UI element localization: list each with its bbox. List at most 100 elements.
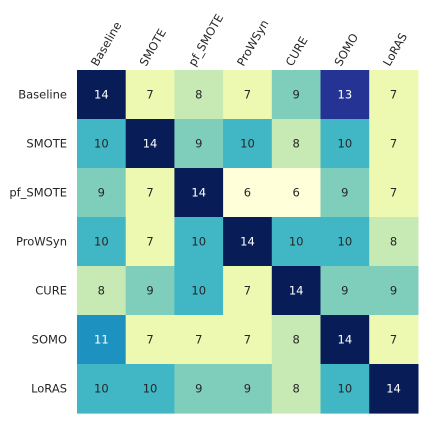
y-tick-label-somo: SOMO <box>32 333 67 347</box>
x-tick-label-pf-smote: pf_SMOTE <box>185 12 226 69</box>
cell-value-label: 9 <box>244 382 251 396</box>
heatmap-cell-baseline-prowsyn <box>223 70 273 120</box>
heatmap-cell-somo-baseline <box>77 315 127 365</box>
cell-value-label: 8 <box>292 137 299 151</box>
heatmap-cell-somo-cure <box>271 315 322 365</box>
cell-value-label: 13 <box>338 88 353 102</box>
cell-value-label: 7 <box>390 186 397 200</box>
cell-value-label: 10 <box>338 382 353 396</box>
heatmap-cell-baseline-baseline <box>77 70 127 120</box>
heatmap-cell-smote-somo <box>320 119 370 169</box>
heatmap-cell-prowsyn-cure <box>271 217 322 267</box>
heatmap-cell-pf-smote-cure <box>271 168 322 218</box>
heatmap-cell-prowsyn-baseline <box>77 217 127 267</box>
heatmap-cell-cure-prowsyn <box>223 266 273 316</box>
cell-value-label: 10 <box>143 382 158 396</box>
heatmap-cell-smote-baseline <box>77 119 127 169</box>
cell-value-label: 9 <box>341 186 348 200</box>
heatmap-cell-smote-cure <box>271 119 322 169</box>
x-tick-labels: Baseline SMOTE pf_SMOTE ProWSyn CURE SOMO LoRA… <box>88 12 410 69</box>
heatmap-cell-baseline-pf-smote <box>174 70 224 120</box>
heatmap-cell-pf-smote-pf-smote <box>174 168 224 218</box>
cell-value-label: 7 <box>390 88 397 102</box>
cell-value-label: 8 <box>390 235 397 249</box>
heatmap-cell-smote-pf-smote <box>174 119 224 169</box>
cell-value-label: 14 <box>240 235 255 249</box>
heatmap-cell-prowsyn-loras <box>369 217 419 267</box>
heatmap-cell-prowsyn-smote <box>125 217 175 267</box>
heatmap-cell-prowsyn-somo <box>320 217 370 267</box>
cell-value-label: 7 <box>390 137 397 151</box>
cell-value-label: 14 <box>191 186 206 200</box>
heatmap-cell-cure-somo <box>320 266 370 316</box>
heatmap-cell-pf-smote-smote <box>125 168 175 218</box>
cell-value-label: 10 <box>338 235 353 249</box>
heatmap-cell-loras-baseline <box>77 364 127 414</box>
heatmap-cell-somo-loras <box>369 315 419 365</box>
cell-value-label: 6 <box>292 186 299 200</box>
cell-value-label: 7 <box>146 186 153 200</box>
x-tick-label-cure: CURE <box>283 34 311 68</box>
heatmap-cell-cure-baseline <box>77 266 127 316</box>
heatmap-cell-baseline-smote <box>125 70 175 120</box>
heatmap-cell-somo-somo <box>320 315 370 365</box>
heatmap-cell-loras-cure <box>271 364 322 414</box>
heatmap-cell-cure-pf-smote <box>174 266 224 316</box>
heatmap-cell-cure-loras <box>369 266 419 316</box>
heatmap-cell-loras-prowsyn <box>223 364 273 414</box>
x-tick-label-somo: SOMO <box>331 31 361 69</box>
cell-value-label: 9 <box>195 137 202 151</box>
y-tick-label-prowsyn: ProWSyn <box>16 235 67 249</box>
heatmap-cell-pf-smote-loras <box>369 168 419 218</box>
cell-value-label: 14 <box>386 382 401 396</box>
y-tick-label-smote: SMOTE <box>26 137 67 151</box>
cell-value-label: 9 <box>390 284 397 298</box>
cell-value-label: 7 <box>244 333 251 347</box>
cell-value-label: 7 <box>195 333 202 347</box>
heatmap-cell-prowsyn-prowsyn <box>223 217 273 267</box>
y-tick-label-pf-smote: pf_SMOTE <box>9 186 67 200</box>
heatmap-cell-smote-smote <box>125 119 175 169</box>
heatmap-cell-smote-prowsyn <box>223 119 273 169</box>
cell-value-label: 9 <box>292 88 299 102</box>
cell-value-label: 10 <box>338 137 353 151</box>
cell-value-label: 8 <box>292 333 299 347</box>
cell-value-label: 9 <box>146 284 153 298</box>
cell-value-label: 8 <box>98 284 105 298</box>
heatmap-cell-somo-smote <box>125 315 175 365</box>
cell-value-label: 14 <box>338 333 353 347</box>
cell-value-label: 11 <box>94 333 109 347</box>
cell-value-label: 8 <box>195 88 202 102</box>
cell-value-label: 10 <box>240 137 255 151</box>
x-tick-label-prowsyn: ProWSyn <box>234 17 272 68</box>
cell-value-label: 10 <box>191 235 206 249</box>
cell-value-label: 7 <box>146 88 153 102</box>
heatmap-cell-loras-smote <box>125 364 175 414</box>
heatmap-cell-somo-prowsyn <box>223 315 273 365</box>
cells-layer <box>77 70 419 414</box>
cell-value-label: 10 <box>94 235 109 249</box>
cell-value-label: 10 <box>289 235 304 249</box>
heatmap-cell-prowsyn-pf-smote <box>174 217 224 267</box>
heatmap-cell-cure-cure <box>271 266 322 316</box>
x-tick-label-loras: LoRAS <box>380 30 410 68</box>
cell-value-label: 7 <box>244 88 251 102</box>
y-tick-label-loras: LoRAS <box>31 382 67 396</box>
heatmap-cell-baseline-cure <box>271 70 322 120</box>
cell-value-label: 7 <box>244 284 251 298</box>
heatmap-cell-cure-smote <box>125 266 175 316</box>
cell-value-label: 9 <box>195 382 202 396</box>
cell-value-label: 7 <box>146 333 153 347</box>
cell-value-label: 8 <box>292 382 299 396</box>
heatmap-cell-loras-somo <box>320 364 370 414</box>
heatmap-cell-loras-loras <box>369 364 419 414</box>
heatmap-cell-pf-smote-somo <box>320 168 370 218</box>
heatmap-cell-somo-pf-smote <box>174 315 224 365</box>
heatmap-cell-baseline-somo <box>320 70 370 120</box>
heatmap-cell-pf-smote-prowsyn <box>223 168 273 218</box>
heatmap-cell-loras-pf-smote <box>174 364 224 414</box>
cell-labels-layer: 14 7 8 7 9 13 7 10 14 9 10 8 10 7 9 7 14 6 6 9 7 10 7 10 14 10 10 8… <box>94 88 401 396</box>
cell-value-label: 7 <box>390 333 397 347</box>
